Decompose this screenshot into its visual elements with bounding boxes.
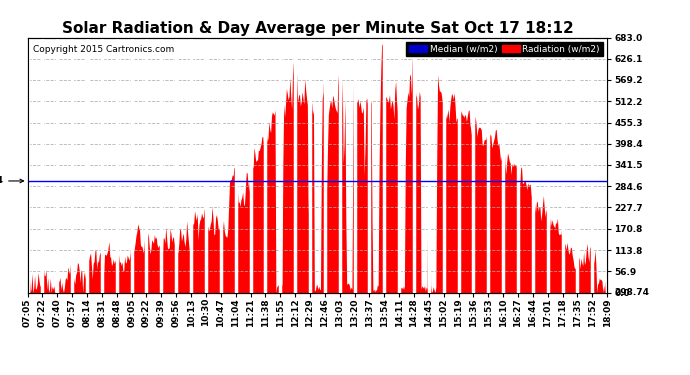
Legend: Median (w/m2), Radiation (w/m2): Median (w/m2), Radiation (w/m2) (406, 42, 602, 56)
Title: Solar Radiation & Day Average per Minute Sat Oct 17 18:12: Solar Radiation & Day Average per Minute… (61, 21, 573, 36)
Text: Copyright 2015 Cartronics.com: Copyright 2015 Cartronics.com (33, 45, 175, 54)
Text: 298.74: 298.74 (614, 288, 649, 297)
Text: 298.74: 298.74 (0, 177, 23, 186)
